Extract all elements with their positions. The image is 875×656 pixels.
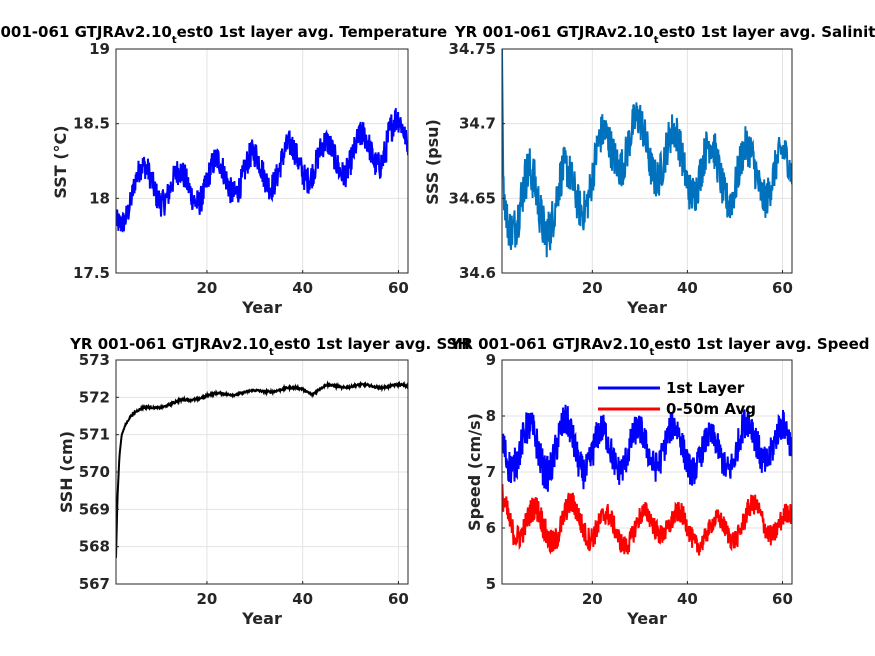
y-axis-label: SSS (psu) xyxy=(423,119,442,205)
y-tick-label: 568 xyxy=(79,538,110,556)
panel-speed: YR 001-061 GTJRAv2.10test0 1st layer avg… xyxy=(449,335,869,628)
y-tick-label: 571 xyxy=(79,426,110,444)
y-tick-label: 8 xyxy=(486,407,496,425)
series-line xyxy=(502,483,792,556)
y-tick-label: 17.5 xyxy=(73,264,110,282)
axes-frame xyxy=(501,48,793,274)
y-tick-label: 7 xyxy=(486,463,496,481)
y-axis-label: Speed (cm/s) xyxy=(465,413,484,531)
legend: 1st Layer 0-50m Avg xyxy=(598,379,756,418)
x-tick-label: 20 xyxy=(582,279,603,297)
legend-label: 0-50m Avg xyxy=(666,400,756,418)
x-tick-label: 40 xyxy=(292,590,313,608)
y-tick-label: 34.75 xyxy=(449,40,496,58)
x-tick-label: 40 xyxy=(677,590,698,608)
panel-title: YR 001-061 GTJRAv2.10test0 1st layer avg… xyxy=(69,335,470,358)
x-tick-label: 60 xyxy=(388,279,409,297)
panel-title: YR 001-061 GTJRAv2.10test0 1st layer avg… xyxy=(454,23,875,46)
y-tick-label: 5 xyxy=(486,575,496,593)
panel-sst: YR 001-061 GTJRAv2.10test0 1st layer avg… xyxy=(0,23,447,317)
y-tick-label: 18 xyxy=(89,189,110,207)
y-axis-label: SST (°C) xyxy=(51,125,70,198)
x-tick-label: 20 xyxy=(197,590,218,608)
y-tick-label: 34.7 xyxy=(459,115,496,133)
y-tick-label: 9 xyxy=(486,351,496,369)
y-tick-label: 569 xyxy=(79,500,110,518)
y-tick-label: 6 xyxy=(486,519,496,537)
x-tick-label: 40 xyxy=(292,279,313,297)
series-line xyxy=(116,108,408,233)
y-tick-label: 34.6 xyxy=(459,264,496,282)
x-axis-label: Year xyxy=(626,298,667,317)
x-axis-label: Year xyxy=(626,609,667,628)
y-tick-label: 18.5 xyxy=(73,115,110,133)
y-tick-label: 34.65 xyxy=(449,189,496,207)
x-tick-label: 20 xyxy=(582,590,603,608)
series-line xyxy=(502,404,792,492)
y-tick-label: 567 xyxy=(79,575,110,593)
series-line xyxy=(502,49,792,258)
panel-title: YR 001-061 GTJRAv2.10test0 1st layer avg… xyxy=(0,23,447,46)
x-tick-label: 60 xyxy=(772,279,793,297)
panel-title: YR 001-061 GTJRAv2.10test0 1st layer avg… xyxy=(449,335,869,358)
axes-frame xyxy=(115,48,409,274)
x-tick-label: 60 xyxy=(388,590,409,608)
y-tick-label: 19 xyxy=(89,40,110,58)
y-tick-label: 572 xyxy=(79,388,110,406)
x-tick-label: 20 xyxy=(197,279,218,297)
x-tick-label: 60 xyxy=(772,590,793,608)
panel-ssh: YR 001-061 GTJRAv2.10test0 1st layer avg… xyxy=(57,335,470,628)
x-axis-label: Year xyxy=(241,609,282,628)
y-tick-label: 573 xyxy=(79,351,110,369)
legend-label: 1st Layer xyxy=(666,379,745,397)
x-axis-label: Year xyxy=(241,298,282,317)
y-tick-label: 570 xyxy=(79,463,110,481)
x-tick-label: 40 xyxy=(677,279,698,297)
series-line xyxy=(116,380,408,558)
y-axis-label: SSH (cm) xyxy=(57,431,76,513)
panel-sss: YR 001-061 GTJRAv2.10test0 1st layer avg… xyxy=(423,23,875,317)
